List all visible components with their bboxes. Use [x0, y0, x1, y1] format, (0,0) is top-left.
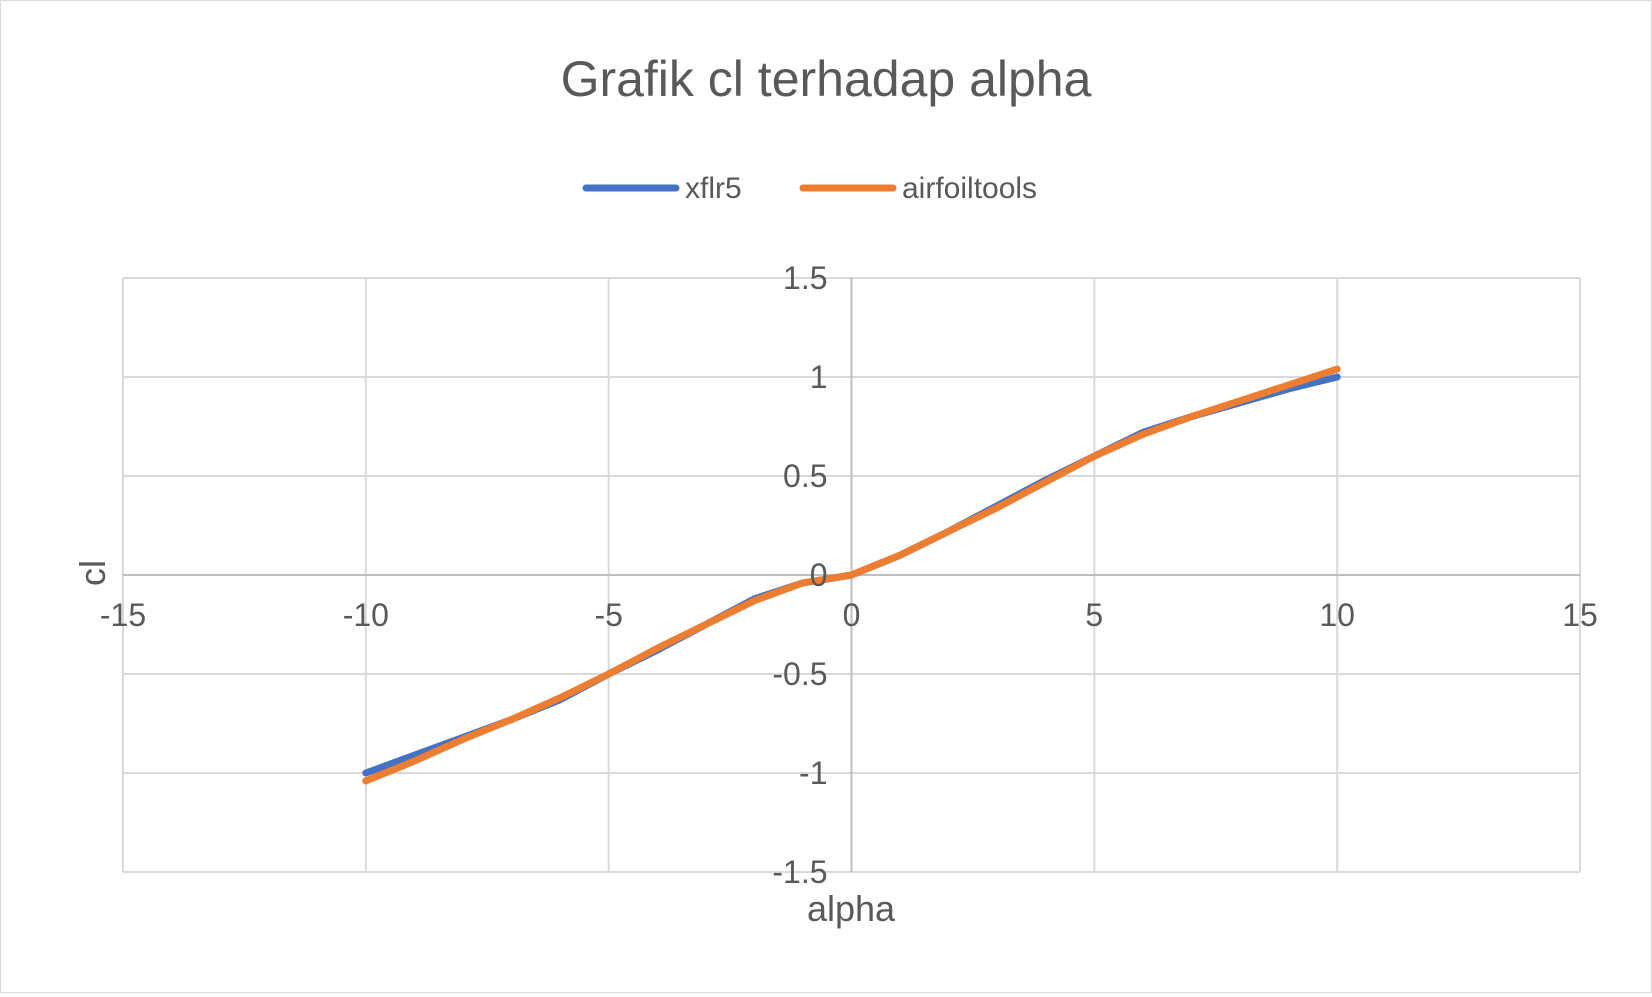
x-tick-label: 10	[1319, 597, 1355, 633]
y-tick-label: 1.5	[783, 260, 827, 296]
legend: xflr5 airfoiltools	[582, 172, 1037, 205]
x-tick-label: 0	[843, 597, 861, 633]
chart-title: Grafik cl terhadap alpha	[561, 51, 1092, 107]
y-tick-label: 0	[810, 557, 828, 593]
y-tick-label: -0.5	[772, 656, 827, 692]
y-tick-label: 1	[810, 359, 828, 395]
x-tick-label: -15	[100, 597, 146, 633]
legend-label-xflr5: xflr5	[685, 172, 742, 205]
x-tick-label: -10	[343, 597, 389, 633]
y-tick-label: 0.5	[783, 458, 827, 494]
y-axis-title: cl	[72, 560, 113, 586]
series-lines	[362, 365, 1341, 785]
tick-labels: -15 -10 -5 0 5 10 15 -1.5 -1 -0.5 0 0.5 1 1.5	[100, 260, 1598, 890]
x-tick-label: -5	[594, 597, 622, 633]
x-axis-title: alpha	[807, 888, 896, 929]
y-tick-label: -1	[799, 755, 827, 791]
x-tick-label: 5	[1085, 597, 1103, 633]
legend-label-airfoiltools: airfoiltools	[902, 172, 1037, 205]
x-tick-label: 15	[1562, 597, 1598, 633]
series-line-airfoiltools	[362, 365, 1341, 785]
y-tick-label: -1.5	[772, 854, 827, 890]
